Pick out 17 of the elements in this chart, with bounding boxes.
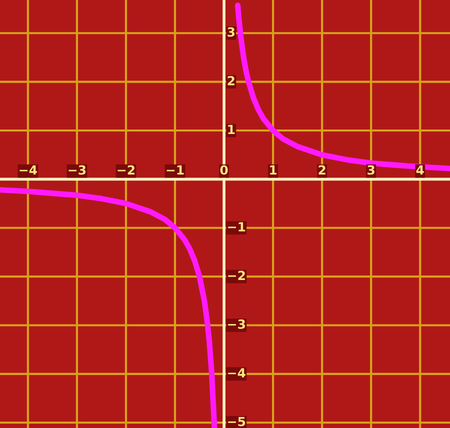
x-tick-label: −4 [20,165,37,175]
x-tick-label: 4 [416,165,424,175]
y-tick-label: −5 [228,416,246,426]
x-tick-label: 3 [368,165,374,175]
y-tick-label: −4 [228,368,246,378]
x-tick-label: 1 [270,165,277,175]
y-tick-label: −2 [228,270,245,280]
x-tick-label: −1 [166,165,184,175]
x-tick-label: −2 [118,165,134,175]
x-tick-label: 2 [318,165,326,175]
y-tick-label: −1 [228,222,246,232]
y-tick-label: 1 [228,124,235,134]
y-tick-label: 2 [228,76,234,86]
x-tick-label: 0 [220,165,228,175]
y-tick-label: 3 [228,27,234,37]
x-tick-label: −3 [68,165,86,175]
y-tick-label: −3 [228,319,245,329]
